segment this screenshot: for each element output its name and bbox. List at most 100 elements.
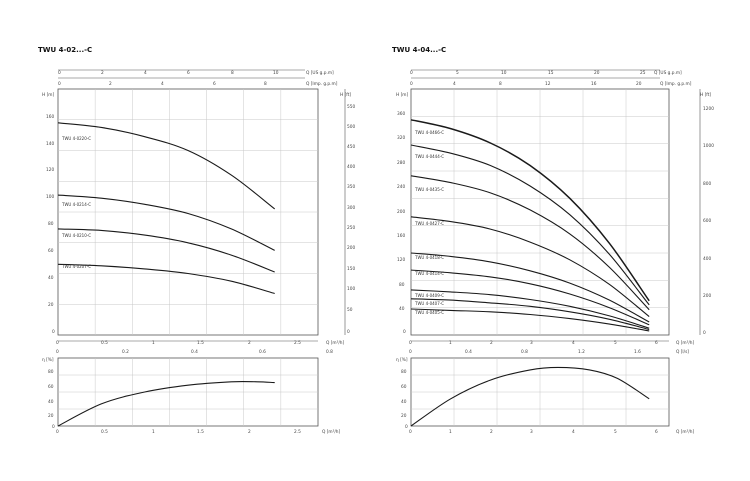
top-axis-2-tick: 0 <box>410 81 413 87</box>
curve-label: TWU 4-0466-C <box>414 130 444 135</box>
curve-label: TWU 4-0418-C <box>414 255 444 260</box>
y-left-tick: 160 <box>46 114 54 120</box>
top-axis-2-label: Q [Imp. g.p.m] <box>306 81 338 87</box>
efficiency-x-tick: 3 <box>530 429 533 435</box>
top-axis-2-label: Q [Imp. g.p.m] <box>660 81 692 87</box>
bottom-axis-1-tick: 0 <box>409 349 412 355</box>
top-axis-2-ticks: 0 4 8 12 16 20 Q [Imp. g.p.m] <box>410 81 692 87</box>
head-plot-grid <box>411 89 669 335</box>
efficiency-y-tick: 60 <box>401 384 407 390</box>
y-left-tick: 140 <box>46 141 54 147</box>
y-right-tick: 500 <box>347 124 355 130</box>
y-right-tick: 450 <box>347 144 355 150</box>
bottom-axis-1-tick: 0.6 <box>259 349 266 355</box>
efficiency-x-tick: 0.5 <box>101 429 108 435</box>
y-right-tick: 0 <box>703 330 706 336</box>
bottom-axis-2-tick: 2 <box>490 340 493 346</box>
chart-twu-4-04: TWU 4-04...-C 0 5 10 15 20 25 Q [US g.p.… <box>392 46 714 435</box>
head-curve-twu-4-0220-c <box>57 122 276 210</box>
efficiency-x-tick: 4 <box>572 429 575 435</box>
top-axis-1-tick: 15 <box>548 70 554 76</box>
top-axis-2-tick: 20 <box>636 81 642 87</box>
y-right-tick: 1200 <box>703 106 714 112</box>
curve-label: TWU 4-0435-C <box>414 187 444 192</box>
top-axis-1-tick: 10 <box>501 70 507 76</box>
bottom-axis-1-ticks: 0 0.2 0.4 0.6 0.8 <box>56 349 333 355</box>
top-axis-1-ticks: 0 5 10 15 20 25 Q [US g.p.m] <box>410 70 682 76</box>
curve-labels: TWU 4-0220-C TWU 4-0214-C TWU 4-0210-C T… <box>61 136 91 269</box>
top-axis-2-tick: 2 <box>109 81 112 87</box>
curve-label: TWU 4-0210-C <box>61 233 91 238</box>
top-axis-1-tick: 0 <box>58 70 61 76</box>
y-left-label: H [m] <box>42 92 54 98</box>
bottom-axis-1-tick: 0.4 <box>191 349 198 355</box>
efficiency-y-tick: 0 <box>405 424 408 430</box>
head-curve-twu-4-0414-c <box>410 269 650 326</box>
top-axis-1-tick: 6 <box>187 70 190 76</box>
y-left-tick: 100 <box>46 194 54 200</box>
curve-label: TWU 4-0407-C <box>414 301 444 306</box>
top-axes: 0 2 4 6 8 10 Q [US g.p.m] 0 2 4 6 8 Q [I… <box>58 69 338 87</box>
bottom-axis-1-ticks: 0 0.4 0.8 1.2 1.6 Q [l/s] <box>409 349 689 355</box>
top-axis-2-ticks: 0 2 4 6 8 Q [Imp. g.p.m] <box>58 81 338 87</box>
bottom-axis-2-tick: 4 <box>572 340 575 346</box>
y-right-tick: 550 <box>347 104 355 110</box>
y-right-ticks: 1200 1000 800 600 400 200 0 <box>703 106 714 336</box>
head-curve-twu-4-0207-c <box>57 263 275 295</box>
top-axis-2-tick: 4 <box>161 81 164 87</box>
efficiency-y-tick: 80 <box>48 369 54 375</box>
y-left-tick: 240 <box>397 184 405 190</box>
y-right-tick: 150 <box>347 266 355 272</box>
curve-label: TWU 4-0409-C <box>414 293 444 298</box>
top-axis-1-tick: 5 <box>456 70 459 76</box>
chart-title: TWU 4-04...-C <box>392 46 446 54</box>
top-axis-1-label: Q [US g.p.m] <box>306 70 334 76</box>
efficiency-y-tick: 20 <box>48 413 54 419</box>
chart-twu-4-02: TWU 4-02...-C 0 2 4 6 8 10 Q [US g.p.m] … <box>38 46 355 435</box>
y-left-label: H [m] <box>396 92 408 98</box>
efficiency-y-label: η [%] <box>396 357 408 363</box>
head-curve-twu-4-0214-c <box>57 194 275 251</box>
y-right-tick: 350 <box>347 184 355 190</box>
top-axes: 0 5 10 15 20 25 Q [US g.p.m] 0 4 8 12 16… <box>410 69 692 87</box>
curve-label: TWU 4-0207-C <box>61 264 91 269</box>
top-axis-2-tick: 8 <box>264 81 267 87</box>
y-right-tick: 250 <box>347 225 355 231</box>
y-left-tick: 160 <box>397 233 405 239</box>
head-curve-twu-4-0210-c <box>57 228 275 273</box>
efficiency-y-label: η [%] <box>42 357 54 363</box>
y-left-tick: 40 <box>399 306 405 312</box>
efficiency-plot-grid <box>411 358 669 426</box>
efficiency-y-tick: 60 <box>48 384 54 390</box>
curve-labels: TWU 4-0466-C TWU 4-0444-C TWU 4-0435-C T… <box>414 130 444 315</box>
top-axis-1-tick: 10 <box>273 70 279 76</box>
bottom-axis-2-tick: 1 <box>449 340 452 346</box>
top-axis-1-tick: 0 <box>410 70 413 76</box>
efficiency-curve <box>410 366 650 427</box>
y-left-tick: 120 <box>397 257 405 263</box>
head-curves <box>410 119 650 332</box>
y-left-tick: 0 <box>403 329 406 335</box>
head-curves <box>57 122 276 295</box>
bottom-axis-1-tick: 0.4 <box>465 349 472 355</box>
bottom-axis-2-tick: 0.5 <box>101 340 108 346</box>
bottom-axis-2-ticks: 0 0.5 1 1.5 2 2.5 Q [m³/h] <box>56 340 345 346</box>
efficiency-y-tick: 40 <box>48 399 54 405</box>
head-curve-twu-4-0418-c <box>410 252 650 323</box>
chart-title: TWU 4-02...-C <box>38 46 92 54</box>
curve-label: TWU 4-0414-C <box>414 271 444 276</box>
efficiency-y-tick: 0 <box>52 424 55 430</box>
y-right-tick: 300 <box>347 205 355 211</box>
y-right-label: H [ft] <box>700 92 711 98</box>
efficiency-y-ticks: 80 60 40 20 0 <box>401 369 408 430</box>
y-left-tick: 200 <box>397 209 405 215</box>
top-axis-2-tick: 4 <box>453 81 456 87</box>
efficiency-x-tick: 1 <box>152 429 155 435</box>
efficiency-x-tick: 0 <box>56 429 59 435</box>
efficiency-x-label: Q [m³/h] <box>676 429 695 435</box>
efficiency-y-ticks: 80 60 40 20 0 <box>48 369 55 430</box>
efficiency-curve-group <box>57 380 275 427</box>
top-axis-1-tick: 25 <box>640 70 646 76</box>
bottom-axis-1-label: Q [l/s] <box>676 349 689 355</box>
